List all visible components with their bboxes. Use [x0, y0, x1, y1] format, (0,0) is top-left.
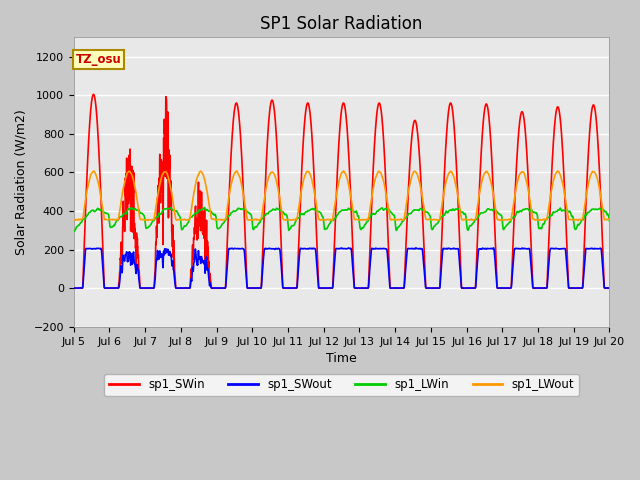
- Title: SP1 Solar Radiation: SP1 Solar Radiation: [260, 15, 423, 33]
- Y-axis label: Solar Radiation (W/m2): Solar Radiation (W/m2): [15, 109, 28, 255]
- Text: TZ_osu: TZ_osu: [76, 53, 122, 66]
- Legend: sp1_SWin, sp1_SWout, sp1_LWin, sp1_LWout: sp1_SWin, sp1_SWout, sp1_LWin, sp1_LWout: [104, 374, 579, 396]
- X-axis label: Time: Time: [326, 352, 357, 365]
